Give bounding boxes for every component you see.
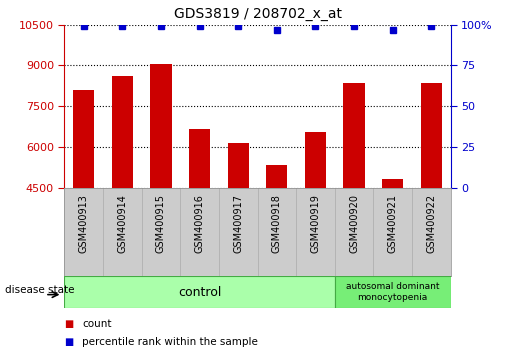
Text: autosomal dominant
monocytopenia: autosomal dominant monocytopenia: [346, 282, 439, 302]
Text: GSM400914: GSM400914: [117, 194, 127, 253]
Text: GSM400917: GSM400917: [233, 194, 243, 253]
Text: GSM400918: GSM400918: [272, 194, 282, 253]
Text: disease state: disease state: [5, 285, 75, 295]
Text: count: count: [82, 319, 112, 329]
Bar: [344, 83, 365, 188]
Text: GSM400921: GSM400921: [388, 194, 398, 253]
Text: GSM400919: GSM400919: [311, 194, 320, 253]
Bar: [305, 132, 326, 188]
Bar: [382, 179, 403, 188]
Title: GDS3819 / 208702_x_at: GDS3819 / 208702_x_at: [174, 7, 341, 21]
Text: control: control: [178, 286, 221, 298]
Text: GSM400913: GSM400913: [79, 194, 89, 253]
Bar: [64, 276, 335, 308]
Text: GSM400920: GSM400920: [349, 194, 359, 253]
Text: ■: ■: [64, 319, 74, 329]
Bar: [335, 276, 451, 308]
Text: GSM400916: GSM400916: [195, 194, 204, 253]
Text: GSM400915: GSM400915: [156, 194, 166, 253]
Text: percentile rank within the sample: percentile rank within the sample: [82, 337, 259, 347]
Bar: [228, 143, 249, 188]
Bar: [73, 90, 94, 188]
Bar: [150, 64, 171, 188]
Bar: [189, 129, 210, 188]
Bar: [266, 165, 287, 188]
Text: ■: ■: [64, 337, 74, 347]
Bar: [421, 83, 442, 188]
Bar: [112, 76, 133, 188]
Text: GSM400922: GSM400922: [426, 194, 436, 253]
